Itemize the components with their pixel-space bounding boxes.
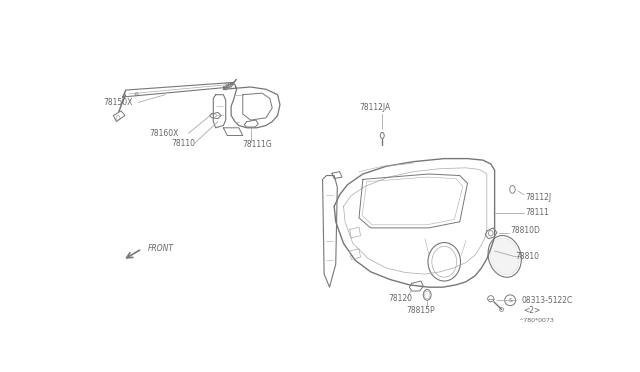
Text: 78150X: 78150X [103, 98, 132, 107]
Text: 78111G: 78111G [243, 140, 273, 149]
Text: 78160X: 78160X [150, 129, 179, 138]
Text: 08313-5122C: 08313-5122C [522, 296, 573, 305]
Text: 78810: 78810 [516, 252, 540, 261]
Text: 78112JA: 78112JA [359, 103, 390, 112]
Ellipse shape [490, 237, 520, 275]
Text: FRONT: FRONT [148, 244, 174, 253]
Text: <2>: <2> [524, 306, 541, 315]
Text: 78110: 78110 [172, 139, 195, 148]
Text: S: S [508, 298, 512, 303]
Text: 78810D: 78810D [510, 227, 540, 235]
Text: ^780*0073: ^780*0073 [518, 318, 554, 323]
Text: 78120: 78120 [388, 294, 412, 303]
Text: 78111: 78111 [525, 208, 550, 217]
Text: 78112J: 78112J [525, 193, 552, 202]
Text: 78815P: 78815P [406, 306, 435, 315]
